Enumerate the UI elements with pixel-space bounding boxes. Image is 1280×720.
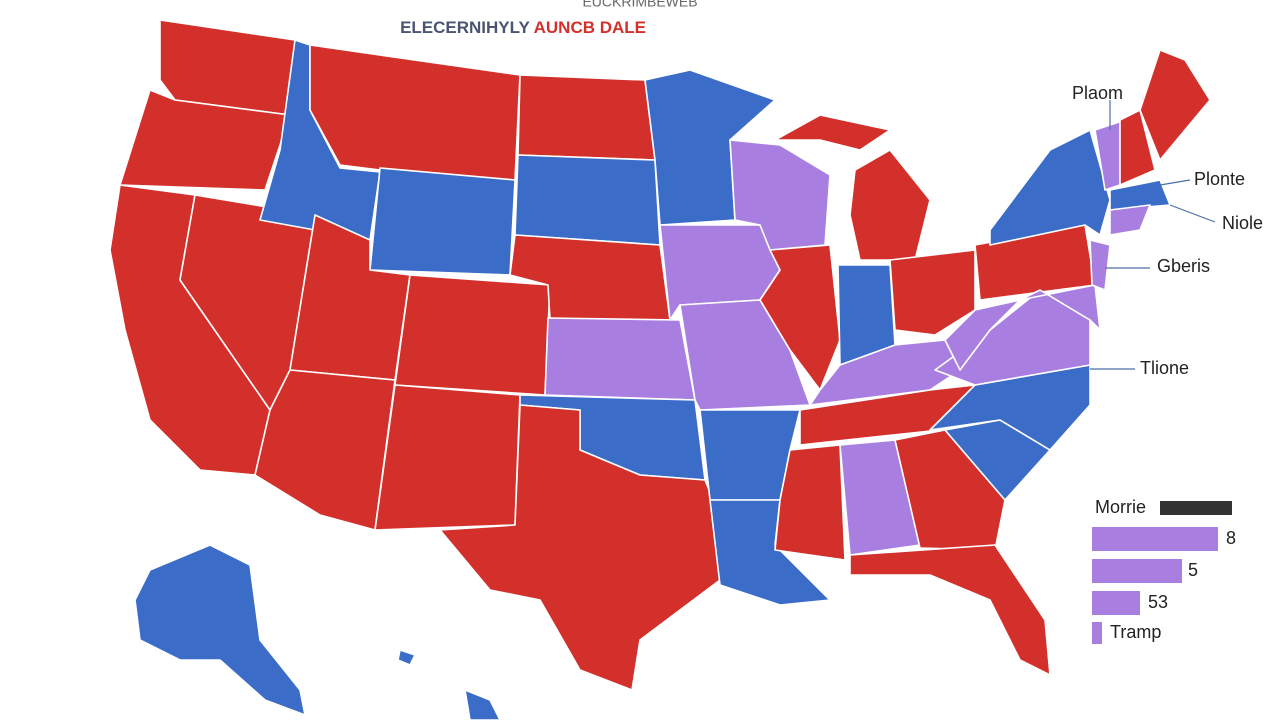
- state: [944, 299, 1021, 371]
- legend-title: Morrie: [1095, 497, 1146, 517]
- state: [514, 154, 661, 246]
- legend-swatch: [1160, 501, 1232, 515]
- leader-line: [1159, 179, 1191, 186]
- title-part: ELECERNIHYLY: [400, 18, 530, 37]
- state: [1019, 284, 1101, 331]
- state: [517, 74, 656, 161]
- legend-item: 53: [1148, 592, 1168, 612]
- map-label: Plonte: [1194, 169, 1245, 189]
- legend-bar: [1092, 622, 1102, 644]
- leaders: [1090, 100, 1216, 370]
- state: [134, 544, 306, 716]
- leader-line: [1169, 204, 1216, 223]
- title-part: AUNCB DALE: [534, 18, 646, 37]
- legend-item: 8: [1226, 528, 1236, 548]
- state: [309, 44, 521, 181]
- map-label: Gberis: [1157, 256, 1210, 276]
- state: [894, 429, 1006, 551]
- state: [1119, 109, 1156, 186]
- state: [774, 444, 846, 561]
- legend-bar: [1092, 527, 1218, 551]
- title: ELECERNIHYLY AUNCB DALE: [400, 18, 646, 37]
- state: [1109, 204, 1151, 236]
- legend: Morrie 8 5 53 Tramp: [1092, 497, 1236, 644]
- state: [889, 249, 976, 336]
- state: [1089, 239, 1111, 291]
- state: [849, 149, 931, 261]
- map-label: Niole: [1222, 213, 1263, 233]
- state: [774, 114, 891, 151]
- states: [109, 19, 1211, 720]
- map-label: Tlione: [1140, 358, 1189, 378]
- overline: EUCKRIMBEWEB: [582, 0, 697, 10]
- state: [989, 129, 1111, 246]
- state: [119, 89, 291, 191]
- state: [394, 274, 551, 396]
- state: [544, 317, 696, 401]
- state: [759, 244, 841, 391]
- legend-bar: [1092, 559, 1182, 583]
- state: [439, 404, 721, 691]
- state: [464, 689, 501, 720]
- state: [849, 544, 1051, 676]
- legend-item: Tramp: [1110, 622, 1161, 642]
- legend-item: 5: [1188, 560, 1198, 580]
- state: [369, 167, 516, 276]
- state: [397, 649, 416, 666]
- map-label: Plaom: [1072, 83, 1123, 103]
- legend-bar: [1092, 591, 1140, 615]
- state: [1139, 49, 1211, 161]
- state: [374, 384, 521, 531]
